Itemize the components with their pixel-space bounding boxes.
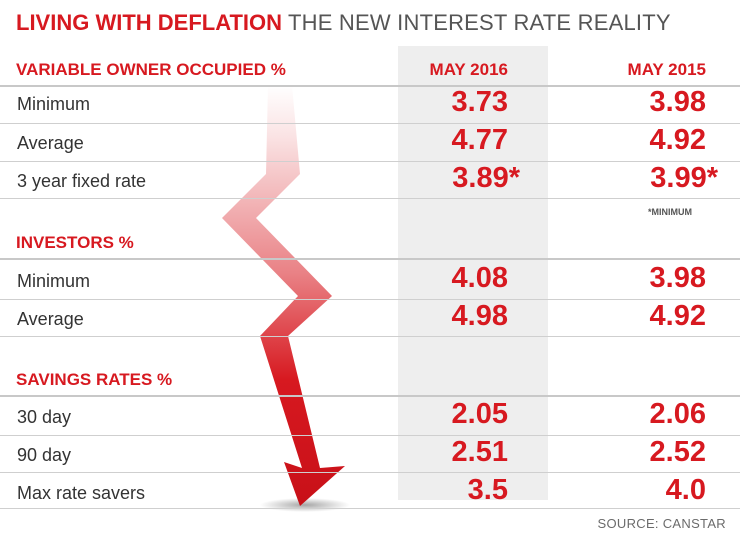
- divider: [0, 258, 740, 260]
- data-label: 4.92: [649, 124, 706, 156]
- data-label: 3.73: [451, 86, 508, 118]
- title-subtitle: THE NEW INTEREST RATE REALITY: [288, 10, 671, 35]
- divider: [0, 395, 740, 397]
- data-label: 3.89*: [452, 162, 520, 194]
- data-label: 3.5: [467, 474, 508, 506]
- data-label: 4.77: [451, 124, 508, 156]
- row-label: Average: [17, 309, 84, 329]
- section-header: INVESTORS %: [16, 233, 134, 252]
- row-label: 90 day: [17, 445, 72, 465]
- divider: [0, 198, 740, 199]
- divider: [0, 85, 740, 87]
- row-label: Minimum: [17, 94, 91, 114]
- divider: [0, 508, 740, 509]
- section-header: VARIABLE OWNER OCCUPIED %: [16, 60, 286, 79]
- divider: [0, 472, 740, 473]
- data-label: 3.98: [649, 262, 706, 294]
- data-label: 4.0: [665, 474, 706, 506]
- title-bold: LIVING WITH DEFLATION: [16, 10, 283, 35]
- data-label: 2.51: [451, 436, 508, 468]
- source-note: SOURCE: CANSTAR: [597, 516, 726, 531]
- row-label: Max rate savers: [17, 483, 146, 503]
- data-label: 2.05: [451, 398, 508, 430]
- data-label: 3.99*: [650, 162, 718, 194]
- divider: [0, 336, 740, 337]
- row-label: Minimum: [17, 271, 91, 291]
- column-header-may-2016: MAY 2016: [429, 60, 508, 79]
- data-label: 4.98: [451, 300, 508, 332]
- data-label: 4.08: [451, 262, 508, 294]
- chart-title: LIVING WITH DEFLATION THE NEW INTEREST RA…: [16, 8, 671, 38]
- divider: [0, 299, 740, 300]
- column-header-may-2015: MAY 2015: [627, 60, 706, 79]
- footnote-minimum: *MINIMUM: [648, 207, 692, 217]
- divider: [0, 161, 740, 162]
- row-label: 30 day: [17, 407, 72, 427]
- row-label: 3 year fixed rate: [17, 171, 147, 191]
- data-label: 3.98: [649, 86, 706, 118]
- data-label: 2.52: [649, 436, 706, 468]
- divider: [0, 435, 740, 436]
- may-2016-highlight-column: [398, 46, 548, 500]
- data-label: 4.92: [649, 300, 706, 332]
- divider: [0, 123, 740, 124]
- section-header: SAVINGS RATES %: [16, 370, 173, 389]
- data-label: 2.06: [649, 398, 706, 430]
- row-label: Average: [17, 133, 84, 153]
